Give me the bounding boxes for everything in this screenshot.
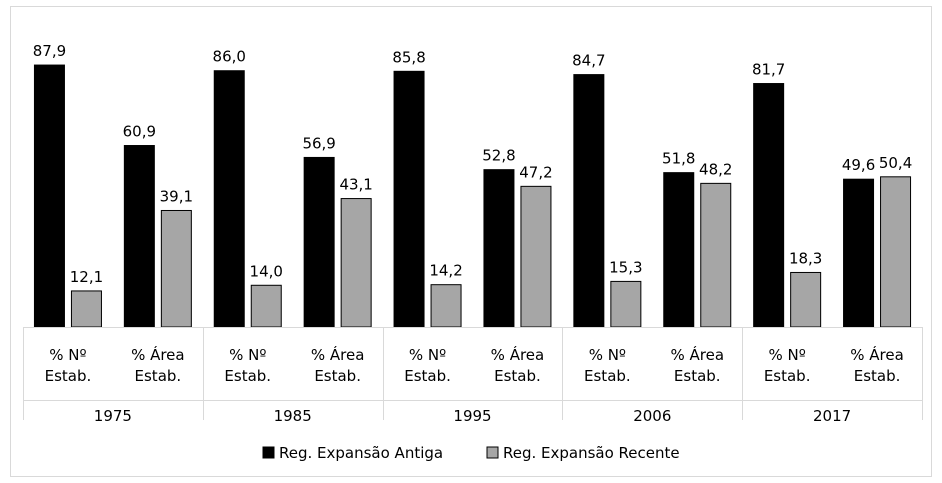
legend-label-antiga: Reg. Expansão Antiga xyxy=(279,444,443,462)
value-label: 81,7 xyxy=(752,61,785,79)
value-label: 12,1 xyxy=(70,268,103,286)
bar-recente-3 xyxy=(340,198,372,328)
bar-antiga-1 xyxy=(123,145,155,328)
category-tick-label: % Área Estab. xyxy=(491,345,545,385)
bar-antiga-5 xyxy=(483,169,515,328)
category-tick-label: % Área Estab. xyxy=(850,345,904,385)
category-tick-label: % Área Estab. xyxy=(131,345,185,385)
value-label: 43,1 xyxy=(339,176,372,194)
bar-antiga-2 xyxy=(213,70,245,328)
bar-antiga-3 xyxy=(303,156,335,328)
value-label: 47,2 xyxy=(519,163,552,181)
legend: Reg. Expansão Antiga Reg. Expansão Recent… xyxy=(262,444,680,462)
value-label: 15,3 xyxy=(609,258,642,276)
group-label-2006: 2006 xyxy=(633,407,671,425)
chart-frame xyxy=(10,6,932,477)
bar-recente-0 xyxy=(70,290,102,328)
value-label: 49,6 xyxy=(842,156,875,174)
bar-recente-6 xyxy=(610,280,642,328)
category-tick-label: % Nº Estab. xyxy=(764,346,811,385)
category-tick-label: % Nº Estab. xyxy=(584,346,631,385)
bar-recente-1 xyxy=(160,209,192,328)
value-labels-layer: 87,9 60,9 86,0 56,9 85,8 52,8 84,7 51,8 81,7 49,6… xyxy=(33,42,913,286)
bar-recente-5 xyxy=(520,185,552,328)
legend-label-recente: Reg. Expansão Recente xyxy=(503,444,680,462)
value-label: 48,2 xyxy=(699,160,732,178)
bar-antiga-4 xyxy=(393,70,425,328)
bar-antiga-7 xyxy=(663,172,695,328)
value-label: 39,1 xyxy=(160,187,193,205)
bar-recente-4 xyxy=(430,284,462,328)
value-label: 56,9 xyxy=(302,134,335,152)
legend-swatch-antiga xyxy=(262,446,275,459)
category-tick-label: % Área Estab. xyxy=(311,345,365,385)
category-tick-label: % Nº Estab. xyxy=(404,346,451,385)
value-label: 14,0 xyxy=(250,262,283,280)
value-label: 50,4 xyxy=(879,154,912,172)
category-axis: % Nº Estab. % Área Estab. % Nº Estab. % Área Es… xyxy=(23,327,923,425)
bar-antiga-8 xyxy=(753,83,785,328)
group-label-2017: 2017 xyxy=(813,407,851,425)
category-tick-label: % Área Estab. xyxy=(670,345,724,385)
value-label: 85,8 xyxy=(392,48,425,66)
bar-recente-2 xyxy=(250,284,282,328)
legend-swatch-recente xyxy=(486,446,499,459)
value-label: 87,9 xyxy=(33,42,66,60)
group-label-1985: 1985 xyxy=(274,407,312,425)
bar-antiga-9 xyxy=(843,178,875,328)
value-label: 52,8 xyxy=(482,147,515,165)
value-label: 51,8 xyxy=(662,150,695,168)
bar-antiga-0 xyxy=(33,64,65,328)
category-tick-label: % Nº Estab. xyxy=(224,346,271,385)
value-label: 84,7 xyxy=(572,52,605,70)
value-label: 86,0 xyxy=(213,48,246,66)
bar-recente-9 xyxy=(880,176,912,328)
value-label: 14,2 xyxy=(429,262,462,280)
value-label: 60,9 xyxy=(123,123,156,141)
category-tick-label: % Nº Estab. xyxy=(45,346,92,385)
bar-recente-7 xyxy=(700,182,732,328)
group-label-1995: 1995 xyxy=(453,407,491,425)
bar-antiga-6 xyxy=(573,74,605,328)
bar-recente-8 xyxy=(790,271,822,328)
value-label: 18,3 xyxy=(789,249,822,267)
group-label-1975: 1975 xyxy=(94,407,132,425)
